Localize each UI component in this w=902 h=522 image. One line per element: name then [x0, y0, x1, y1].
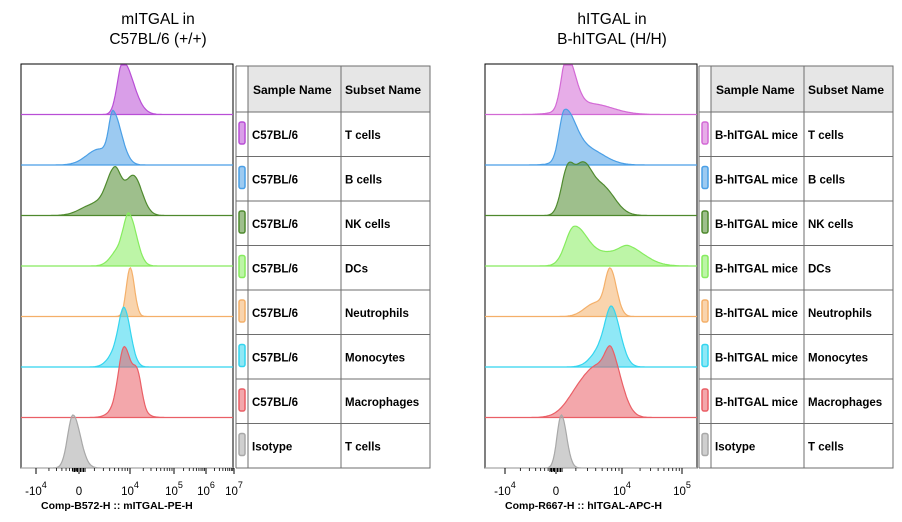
chart-title-line-2: B-hITGAL (H/H): [557, 31, 667, 48]
subset-name-cell: NK cells: [345, 219, 390, 231]
table-row: B-hITGAL mice Macrophages: [699, 388, 893, 424]
subset-name-cell: Neutrophils: [345, 308, 409, 320]
table-header-sample-name: Sample Name: [253, 83, 332, 97]
table-header-sample-name: Sample Name: [716, 83, 795, 97]
histogram-panel-2: hITGAL in B-hITGAL (H/H) Sample Name Subset…: [484, 11, 894, 512]
legend-swatch: [238, 210, 246, 234]
subset-name-cell: DCs: [808, 264, 831, 276]
legend-swatch: [238, 432, 246, 457]
sample-name-cell: B-hITGAL mice: [715, 308, 798, 320]
legend-swatch: [701, 343, 709, 368]
subset-name-cell: Monocytes: [345, 353, 405, 365]
x-tick-label: 105: [165, 480, 183, 498]
sample-name-cell: C57BL/6: [252, 353, 298, 365]
subset-name-cell: T cells: [808, 442, 844, 454]
legend-swatch: [238, 254, 246, 279]
legend-swatch: [238, 121, 246, 145]
chart-title-line-2: C57BL/6 (+/+): [109, 31, 206, 48]
subset-name-cell: T cells: [345, 442, 381, 454]
x-tick-label: 104: [121, 480, 139, 498]
table-row: Isotype T cells: [236, 432, 430, 469]
x-tick-label: 105: [673, 480, 691, 498]
table-row: B-hITGAL mice B cells: [699, 165, 893, 202]
subset-name-cell: T cells: [808, 130, 844, 142]
sample-name-cell: C57BL/6: [252, 130, 298, 142]
legend-swatch: [701, 254, 709, 279]
legend-swatch: [701, 165, 709, 190]
x-axis-label: Comp-B572-H :: mITGAL-PE-H: [41, 500, 193, 512]
legend-swatch: [238, 165, 246, 190]
legend-swatch: [238, 343, 246, 368]
subset-name-cell: Monocytes: [808, 353, 868, 365]
legend-swatch: [701, 210, 709, 234]
x-tick-label: 0: [76, 486, 82, 498]
x-tick-label: 106: [197, 480, 215, 498]
sample-name-cell: C57BL/6: [252, 175, 298, 187]
x-tick-label: 104: [613, 480, 631, 498]
table-row: C57BL/6 T cells: [236, 121, 430, 157]
subset-name-cell: DCs: [345, 264, 368, 276]
x-tick-label: -104: [25, 480, 47, 498]
sample-name-cell: B-hITGAL mice: [715, 219, 798, 231]
table-header-subset-name: Subset Name: [345, 83, 421, 97]
table-row: B-hITGAL mice Monocytes: [699, 343, 893, 380]
sample-name-cell: B-hITGAL mice: [715, 130, 798, 142]
legend-swatch: [238, 299, 246, 323]
subset-name-cell: Macrophages: [808, 397, 882, 409]
sample-name-cell: B-hITGAL mice: [715, 264, 798, 276]
table-row: B-hITGAL mice NK cells: [699, 210, 893, 246]
table-row: C57BL/6 NK cells: [236, 210, 430, 246]
legend-swatch: [701, 432, 709, 457]
sample-name-cell: C57BL/6: [252, 308, 298, 320]
table-row: B-hITGAL mice DCs: [699, 254, 893, 291]
sample-name-cell: B-hITGAL mice: [715, 397, 798, 409]
sample-name-cell: C57BL/6: [252, 219, 298, 231]
x-tick-label: -104: [494, 480, 516, 498]
chart-title-line-1: mITGAL in: [121, 11, 195, 28]
table-row: B-hITGAL mice T cells: [699, 121, 893, 157]
subset-name-cell: T cells: [345, 130, 381, 142]
histogram-panel-1: mITGAL in C57BL/6 (+/+) Sample Name Subset …: [20, 11, 431, 512]
sample-name-cell: Isotype: [252, 442, 292, 454]
legend-swatch: [701, 121, 709, 145]
legend-swatch: [701, 388, 709, 412]
chart-title-line-1: hITGAL in: [577, 11, 646, 28]
table-row: C57BL/6 Monocytes: [236, 343, 430, 380]
sample-name-cell: B-hITGAL mice: [715, 175, 798, 187]
table-row: C57BL/6 B cells: [236, 165, 430, 202]
x-tick-label: 0: [553, 486, 559, 498]
subset-name-cell: Macrophages: [345, 397, 419, 409]
table-row: C57BL/6 Neutrophils: [236, 299, 430, 335]
sample-name-cell: Isotype: [715, 442, 755, 454]
x-tick-label: 107: [225, 480, 243, 498]
legend-swatch: [238, 388, 246, 412]
sample-name-cell: C57BL/6: [252, 397, 298, 409]
table-row: Isotype T cells: [699, 432, 893, 469]
subset-name-cell: B cells: [808, 175, 845, 187]
sample-name-cell: B-hITGAL mice: [715, 353, 798, 365]
subset-name-cell: Neutrophils: [808, 308, 872, 320]
subset-name-cell: NK cells: [808, 219, 853, 231]
table-row: C57BL/6 Macrophages: [236, 388, 430, 424]
sample-table: Sample Name Subset Name B-hITGAL mice T cel…: [698, 65, 894, 469]
x-axis-label: Comp-R667-H :: hITGAL-APC-H: [505, 500, 662, 512]
legend-swatch: [701, 299, 709, 323]
table-row: B-hITGAL mice Neutrophils: [699, 299, 893, 335]
table-header-subset-name: Subset Name: [808, 83, 884, 97]
sample-name-cell: C57BL/6: [252, 264, 298, 276]
table-row: C57BL/6 DCs: [236, 254, 430, 291]
subset-name-cell: B cells: [345, 175, 382, 187]
